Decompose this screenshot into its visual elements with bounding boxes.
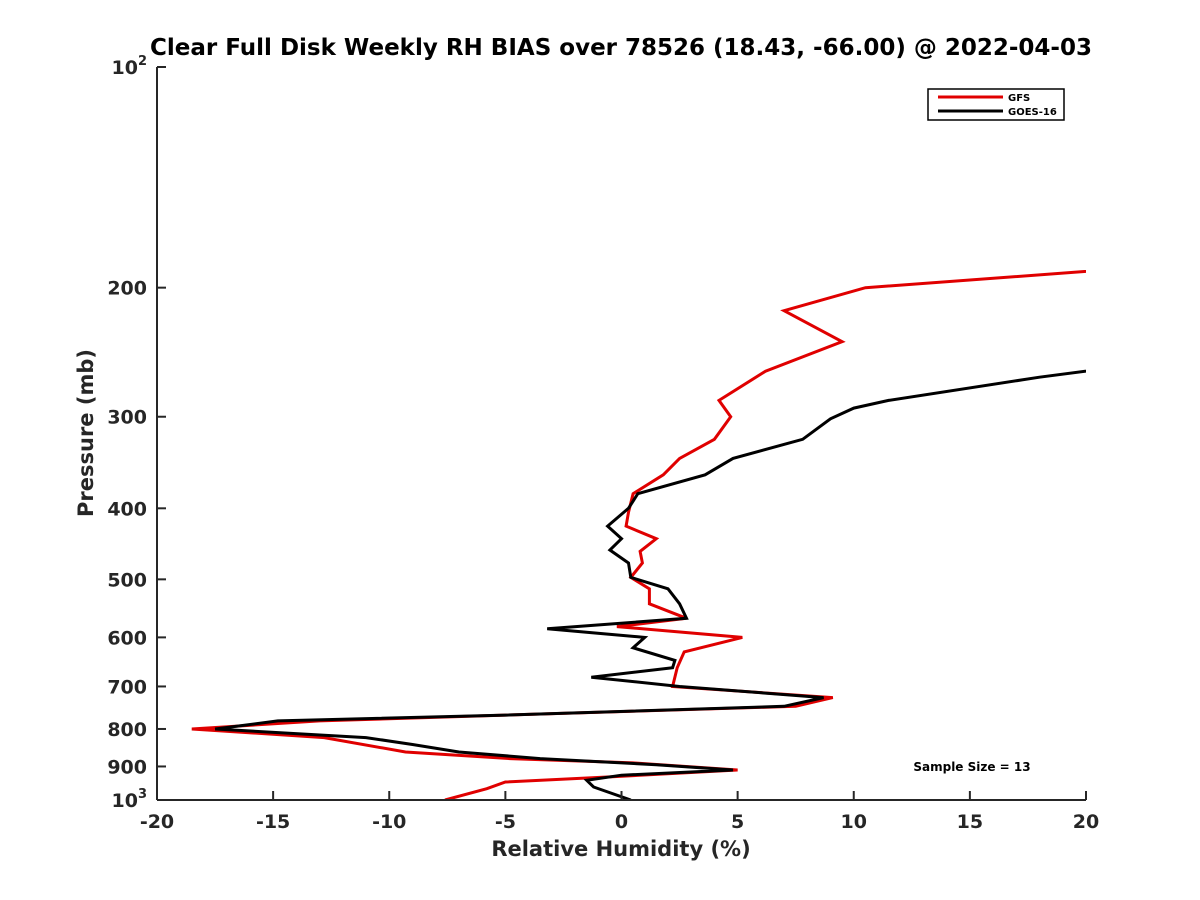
y-tick-label: 400 — [107, 498, 147, 520]
x-tick-label: -5 — [495, 811, 516, 833]
legend: GFS GOES-16 — [927, 88, 1065, 121]
x-tick-label: -15 — [256, 811, 290, 833]
x-axis-title: Relative Humidity (%) — [491, 837, 750, 861]
series-layer — [191, 269, 1086, 800]
x-tick-label: 0 — [615, 811, 628, 833]
sample-size-annotation: Sample Size = 13 — [913, 760, 1030, 774]
legend-label-gfs: GFS — [1008, 93, 1030, 104]
y-tick-label: 500 — [107, 569, 147, 591]
series-line-goes-16 — [214, 369, 1086, 800]
x-tick-label: 10 — [841, 811, 867, 833]
axes-layer: -20 -15 -10 -5 0 5 10 15 20 102 200 300 400 500 600 700… — [107, 54, 1099, 833]
x-tick-label: 5 — [731, 811, 744, 833]
y-axis-title: Pressure (mb) — [74, 349, 98, 517]
y-tick-label: 900 — [107, 756, 147, 778]
y-tick-label: 700 — [107, 676, 147, 698]
x-tick-label: 15 — [957, 811, 983, 833]
y-tick-label: 300 — [107, 407, 147, 429]
y-tick-label: 102 — [112, 54, 148, 79]
y-tick-label: 800 — [107, 719, 147, 741]
x-tick-label: -20 — [140, 811, 174, 833]
x-tick-label: 20 — [1073, 811, 1099, 833]
legend-box — [927, 88, 1065, 121]
legend-label-goes-16: GOES-16 — [1008, 107, 1057, 118]
y-tick-label: 200 — [107, 278, 147, 300]
y-tick-label: 600 — [107, 627, 147, 649]
x-tick-label: -10 — [372, 811, 406, 833]
chart-title: Clear Full Disk Weekly RH BIAS over 7852… — [150, 35, 1092, 61]
y-tick-label: 103 — [112, 787, 148, 812]
